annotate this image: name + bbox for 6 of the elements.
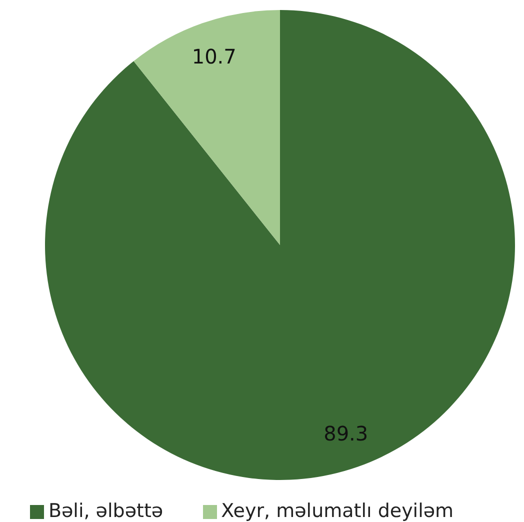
legend-label: Xeyr, məlumatlı deyiləm: [221, 500, 454, 522]
pie-slice: [45, 10, 515, 480]
legend-label: Bəli, əlbəttə: [48, 500, 164, 522]
pie-slice: [134, 10, 280, 245]
data-label: 10.7: [192, 44, 236, 68]
data-label: 89.3: [324, 422, 368, 446]
